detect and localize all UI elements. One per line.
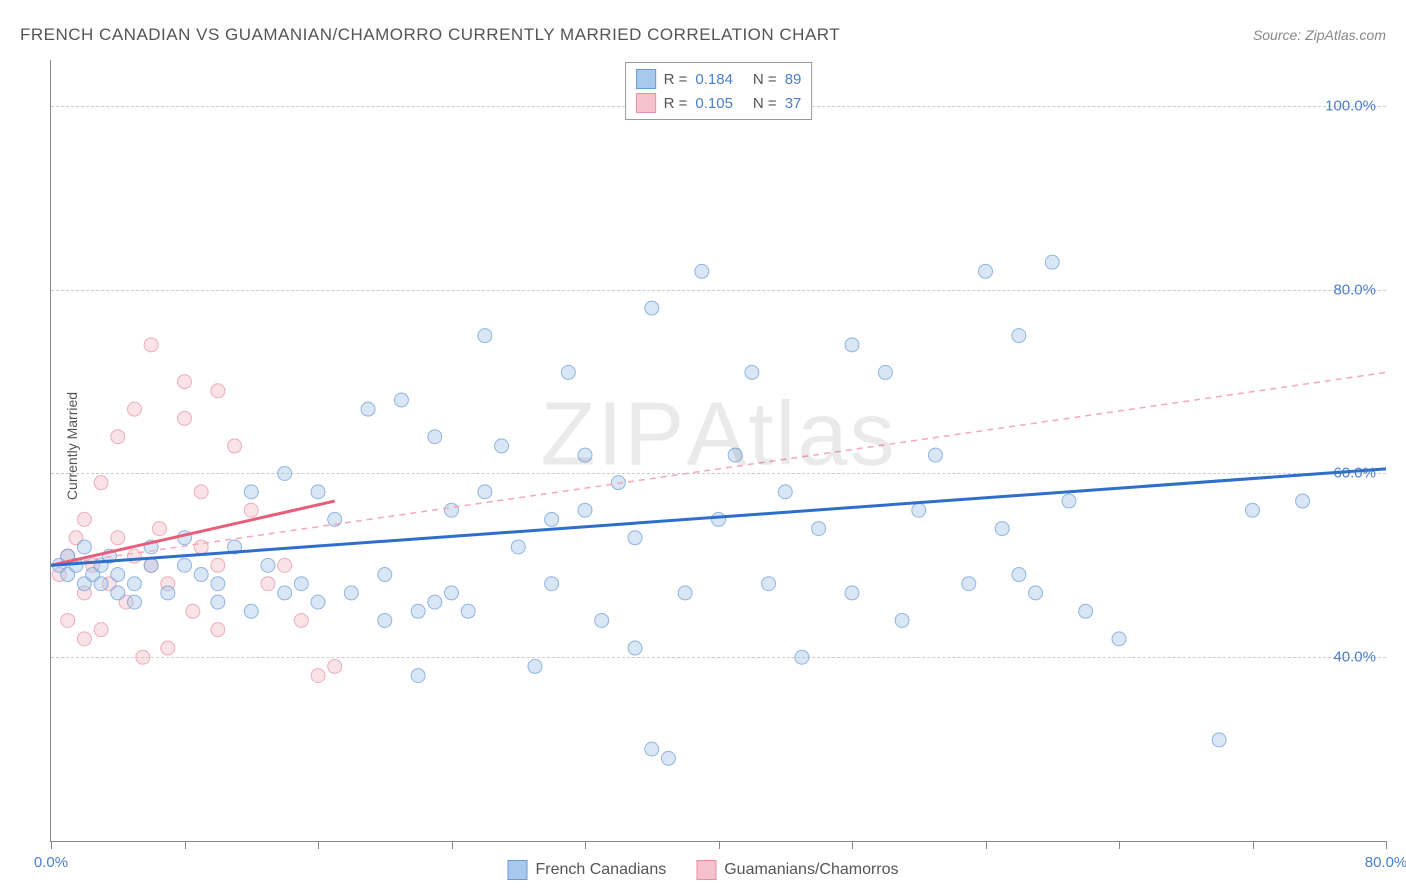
legend-row-series-2: R = 0.105 N = 37: [636, 91, 802, 115]
x-tick: [185, 841, 186, 849]
x-tick: [585, 841, 586, 849]
x-tick: [51, 841, 52, 849]
r-value-1: 0.184: [695, 71, 733, 88]
x-tick-label: 0.0%: [34, 854, 68, 871]
legend-item-guamanians: Guamanians/Chamorros: [696, 860, 898, 880]
series-legend: French Canadians Guamanians/Chamorros: [507, 860, 898, 880]
scatter-plot-svg: [51, 60, 1386, 841]
legend-item-french-canadians: French Canadians: [507, 860, 666, 880]
x-tick: [986, 841, 987, 849]
correlation-legend: R = 0.184 N = 89 R = 0.105 N = 37: [625, 62, 813, 120]
x-tick: [1253, 841, 1254, 849]
chart-title: FRENCH CANADIAN VS GUAMANIAN/CHAMORRO CU…: [20, 25, 840, 45]
x-tick-label: 80.0%: [1365, 854, 1406, 871]
x-tick: [452, 841, 453, 849]
x-tick: [1386, 841, 1387, 849]
legend-row-series-1: R = 0.184 N = 89: [636, 67, 802, 91]
legend-label-gc: Guamanians/Chamorros: [724, 861, 898, 879]
x-tick: [1119, 841, 1120, 849]
legend-swatch-1: [636, 69, 656, 89]
chart-plot-area: R = 0.184 N = 89 R = 0.105 N = 37 ZIPAtl…: [50, 60, 1386, 842]
x-tick: [719, 841, 720, 849]
source-attribution: Source: ZipAtlas.com: [1253, 27, 1386, 43]
legend-swatch-gc: [696, 860, 716, 880]
x-tick: [318, 841, 319, 849]
legend-swatch-fc: [507, 860, 527, 880]
legend-label-fc: French Canadians: [535, 861, 666, 879]
n-value-2: 37: [785, 95, 802, 112]
n-value-1: 89: [785, 71, 802, 88]
legend-swatch-2: [636, 93, 656, 113]
r-value-2: 0.105: [695, 95, 733, 112]
x-tick: [852, 841, 853, 849]
